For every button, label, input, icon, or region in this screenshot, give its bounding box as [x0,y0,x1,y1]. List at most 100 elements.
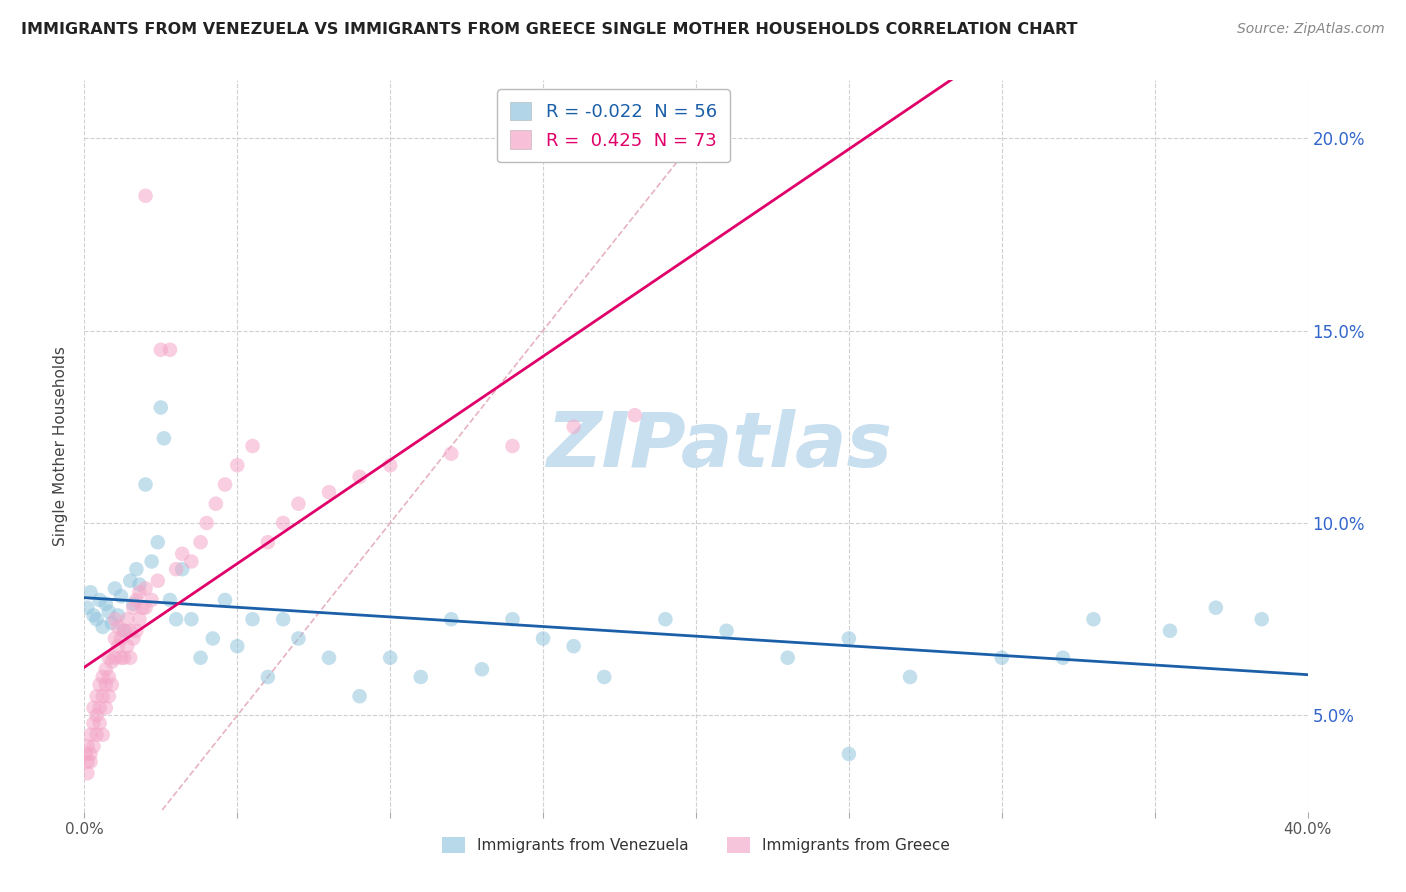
Point [112,624,135,638]
Point [125,593,148,607]
Point [205,497,228,511]
Point [86,612,108,626]
Point [257,670,280,684]
Point [110,650,132,665]
Point [409,670,432,684]
Legend: Immigrants from Venezuela, Immigrants from Greece: Immigrants from Venezuela, Immigrants fr… [436,830,956,859]
Point [271,612,294,626]
Point [1052,650,1074,665]
Point [104,612,127,626]
Point [101,678,124,692]
Point [79,755,101,769]
Point [318,650,340,665]
Point [214,477,236,491]
Point [149,343,172,357]
Text: ZIPatlas: ZIPatlas [547,409,893,483]
Point [97,605,120,619]
Point [242,612,264,626]
Point [91,620,114,634]
Point [115,639,138,653]
Point [83,608,105,623]
Point [195,516,218,530]
Point [94,662,117,676]
Point [159,343,181,357]
Point [991,650,1014,665]
Point [97,670,120,684]
Point [318,485,340,500]
Point [89,716,111,731]
Point [838,632,860,646]
Point [79,728,101,742]
Point [153,431,176,445]
Point [97,690,120,704]
Point [83,739,105,754]
Point [101,616,124,631]
Point [86,708,108,723]
Point [128,577,150,591]
Point [180,612,202,626]
Point [1159,624,1181,638]
Point [104,650,127,665]
Point [141,593,163,607]
Point [101,655,124,669]
Point [122,632,145,646]
Point [242,439,264,453]
Point [1205,600,1227,615]
Point [201,632,224,646]
Point [104,632,127,646]
Point [91,728,114,742]
Point [76,739,98,754]
Point [76,766,98,780]
Point [79,585,101,599]
Point [120,574,142,588]
Point [120,624,142,638]
Point [83,700,105,714]
Point [380,650,402,665]
Point [349,470,371,484]
Point [172,562,194,576]
Point [349,690,371,704]
Point [471,662,494,676]
Point [165,562,187,576]
Point [776,650,799,665]
Point [112,624,135,638]
Point [165,612,187,626]
Point [107,639,129,653]
Point [94,678,117,692]
Point [1250,612,1272,626]
Point [86,690,108,704]
Point [654,612,676,626]
Point [146,535,169,549]
Point [75,747,97,761]
Point [593,670,616,684]
Point [128,585,150,599]
Point [502,439,524,453]
Point [107,608,129,623]
Y-axis label: Single Mother Households: Single Mother Households [53,346,69,546]
Point [89,593,111,607]
Point [190,535,212,549]
Point [135,477,157,491]
Point [135,582,157,596]
Point [94,597,117,611]
Point [146,574,169,588]
Point [76,600,98,615]
Point [135,600,157,615]
Point [110,589,132,603]
Point [83,716,105,731]
Point [135,188,157,202]
Point [562,639,585,653]
Point [716,624,738,638]
Point [172,547,194,561]
Point [91,690,114,704]
Point [131,600,153,615]
Point [97,650,120,665]
Point [120,650,142,665]
Point [287,497,309,511]
Point [125,562,148,576]
Point [94,700,117,714]
Point [107,620,129,634]
Point [214,593,236,607]
Point [1083,612,1105,626]
Point [159,593,181,607]
